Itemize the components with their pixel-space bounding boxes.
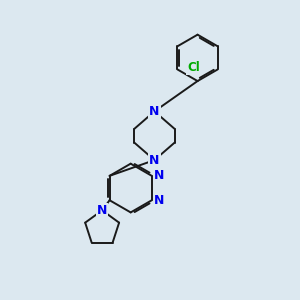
Text: N: N bbox=[97, 204, 107, 217]
Text: N: N bbox=[149, 105, 160, 118]
Text: N: N bbox=[149, 154, 160, 166]
Text: N: N bbox=[154, 194, 164, 207]
Text: Cl: Cl bbox=[187, 61, 200, 74]
Text: N: N bbox=[154, 169, 164, 182]
